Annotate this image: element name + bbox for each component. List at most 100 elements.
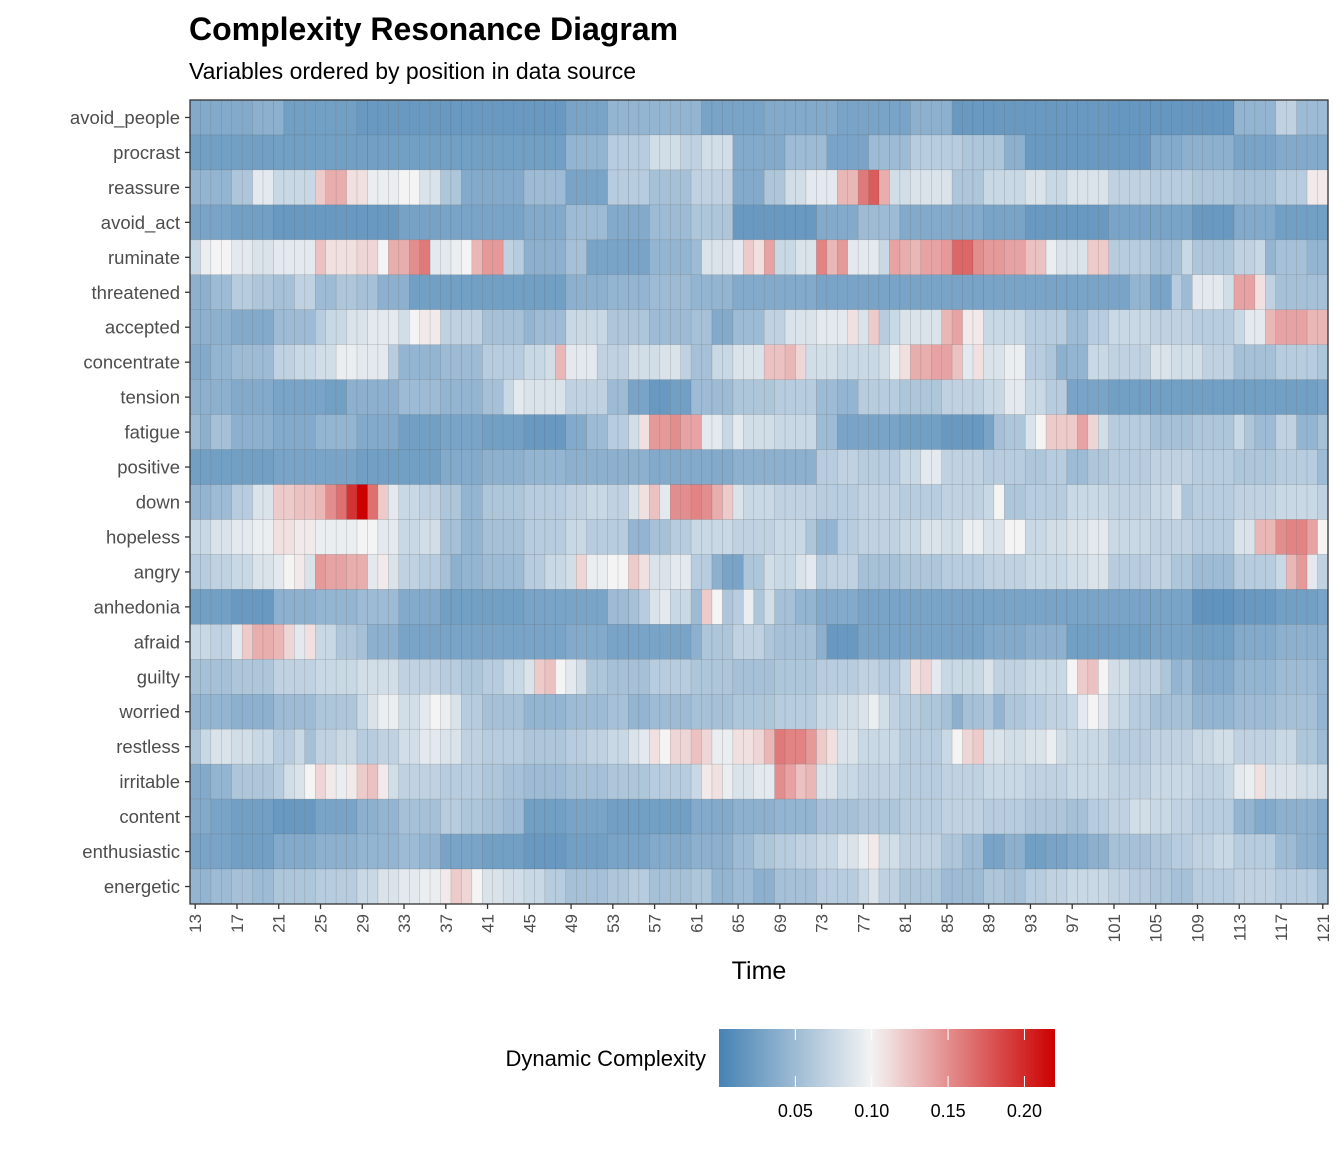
heatmap-cell [993, 134, 1005, 171]
heatmap-cell [826, 169, 838, 206]
heatmap-cell [1202, 589, 1214, 625]
heatmap-cell [523, 484, 535, 520]
heatmap-cell [743, 694, 755, 730]
heatmap-cell [461, 519, 473, 555]
heatmap-cell [617, 868, 629, 905]
heatmap-cell [523, 519, 535, 555]
heatmap-cell [962, 519, 974, 555]
heatmap-cell [847, 694, 859, 730]
heatmap-cell [951, 414, 963, 450]
heatmap-cell [189, 763, 201, 800]
heatmap-cell [951, 589, 963, 625]
heatmap-cell [743, 659, 755, 695]
heatmap-cell [1129, 624, 1141, 660]
heatmap-cell [565, 239, 577, 276]
heatmap-cell [576, 239, 587, 276]
heatmap-cell [638, 624, 650, 660]
heatmap-cell [983, 169, 995, 206]
heatmap-cell [931, 204, 942, 241]
heatmap-cell [210, 274, 222, 310]
heatmap-cell [1181, 379, 1193, 415]
heatmap-cell [878, 414, 890, 450]
heatmap-cell [1223, 763, 1235, 800]
heatmap-cell [231, 414, 243, 450]
heatmap-cell [805, 728, 817, 765]
heatmap-cell [1171, 868, 1183, 905]
heatmap-cell [346, 728, 358, 765]
heatmap-cell [596, 169, 608, 206]
x-tick-label: 57 [646, 914, 665, 933]
heatmap-cell [1066, 798, 1078, 835]
heatmap-cell [701, 728, 713, 765]
heatmap-cell [617, 484, 629, 520]
heatmap-cell [325, 868, 337, 905]
heatmap-cell [743, 798, 755, 835]
heatmap-cell [1098, 239, 1110, 276]
heatmap-cell [492, 484, 504, 520]
heatmap-cell [461, 589, 473, 625]
heatmap-cell [795, 134, 807, 171]
heatmap-cell [1077, 169, 1089, 206]
heatmap-cell [607, 589, 619, 625]
heatmap-cell [649, 169, 661, 206]
heatmap-cell [649, 484, 661, 520]
heatmap-cell [555, 833, 567, 870]
heatmap-cell [1129, 798, 1141, 835]
heatmap-cell [398, 868, 410, 905]
heatmap-cell [1045, 344, 1057, 380]
heatmap-cell [502, 239, 514, 276]
heatmap-cell [1035, 868, 1047, 905]
heatmap-cell [398, 134, 410, 171]
heatmap-cell [826, 309, 838, 345]
heatmap-cell [993, 239, 1005, 276]
heatmap-cell [440, 659, 452, 695]
heatmap-cell [910, 763, 922, 800]
heatmap-cell [816, 659, 828, 695]
heatmap-cell [502, 659, 514, 695]
heatmap-cell [1244, 274, 1256, 310]
heatmap-cell [398, 728, 410, 765]
heatmap-cell [429, 204, 441, 241]
heatmap-cell [680, 624, 692, 660]
heatmap-cell [670, 204, 681, 241]
heatmap-cell [899, 589, 911, 625]
heatmap-cell [951, 554, 963, 590]
heatmap-cell [1035, 519, 1047, 555]
heatmap-cell [221, 239, 233, 276]
heatmap-cell [899, 554, 911, 590]
heatmap-cell [471, 833, 483, 870]
heatmap-cell [409, 239, 420, 276]
heatmap-cell [482, 414, 494, 450]
heatmap-cell [241, 868, 253, 905]
heatmap-cell [962, 868, 974, 905]
heatmap-cell [534, 344, 546, 380]
heatmap-cell [315, 519, 326, 555]
heatmap-cell [889, 868, 901, 905]
heatmap-cell [1087, 589, 1099, 625]
heatmap-cell [1108, 344, 1120, 380]
heatmap-cell [795, 694, 807, 730]
heatmap-cell [690, 344, 702, 380]
heatmap-cell [1024, 414, 1036, 450]
heatmap-cell [972, 309, 984, 345]
heatmap-cell [1275, 519, 1287, 555]
heatmap-cell [1056, 554, 1068, 590]
heatmap-cell [732, 694, 744, 730]
heatmap-cell [576, 833, 587, 870]
heatmap-cell [1108, 239, 1120, 276]
heatmap-cell [1056, 868, 1068, 905]
heatmap-cell [1275, 274, 1287, 310]
heatmap-cell [1108, 379, 1120, 415]
heatmap-cell [1098, 344, 1110, 380]
x-tick-label: 45 [520, 914, 539, 933]
heatmap-cell [231, 763, 243, 800]
heatmap-cell [513, 274, 525, 310]
heatmap-cell [440, 239, 452, 276]
heatmap-cell [1118, 624, 1130, 660]
heatmap-cell [1098, 414, 1110, 450]
heatmap-cell [993, 414, 1005, 450]
heatmap-cell [899, 344, 911, 380]
heatmap-cell [1171, 134, 1183, 171]
heatmap-cell [983, 519, 995, 555]
heatmap-cell [993, 728, 1005, 765]
